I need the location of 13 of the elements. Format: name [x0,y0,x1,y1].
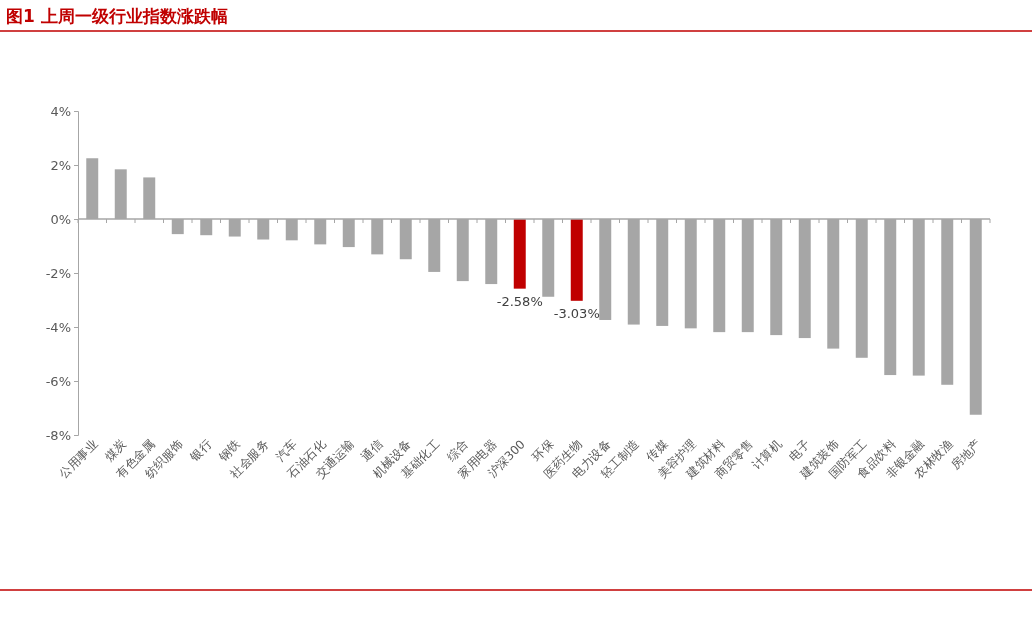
y-tick-label: -8% [45,427,71,443]
data-label: -3.03% [553,305,600,321]
y-tick-label: -2% [45,265,71,281]
y-tick-label: 0% [50,211,71,227]
x-tick-label: 银行 [186,437,215,465]
data-label: -2.58% [496,293,543,309]
y-tick-label: 2% [50,157,71,173]
y-tick-label: -6% [45,373,71,389]
y-tick-label: 4% [50,103,71,119]
bar [570,219,583,301]
chart-title: 图1 上周一级行业指数涨跌幅 [6,6,228,26]
y-tick-label: -4% [45,319,71,335]
bar [513,219,526,289]
